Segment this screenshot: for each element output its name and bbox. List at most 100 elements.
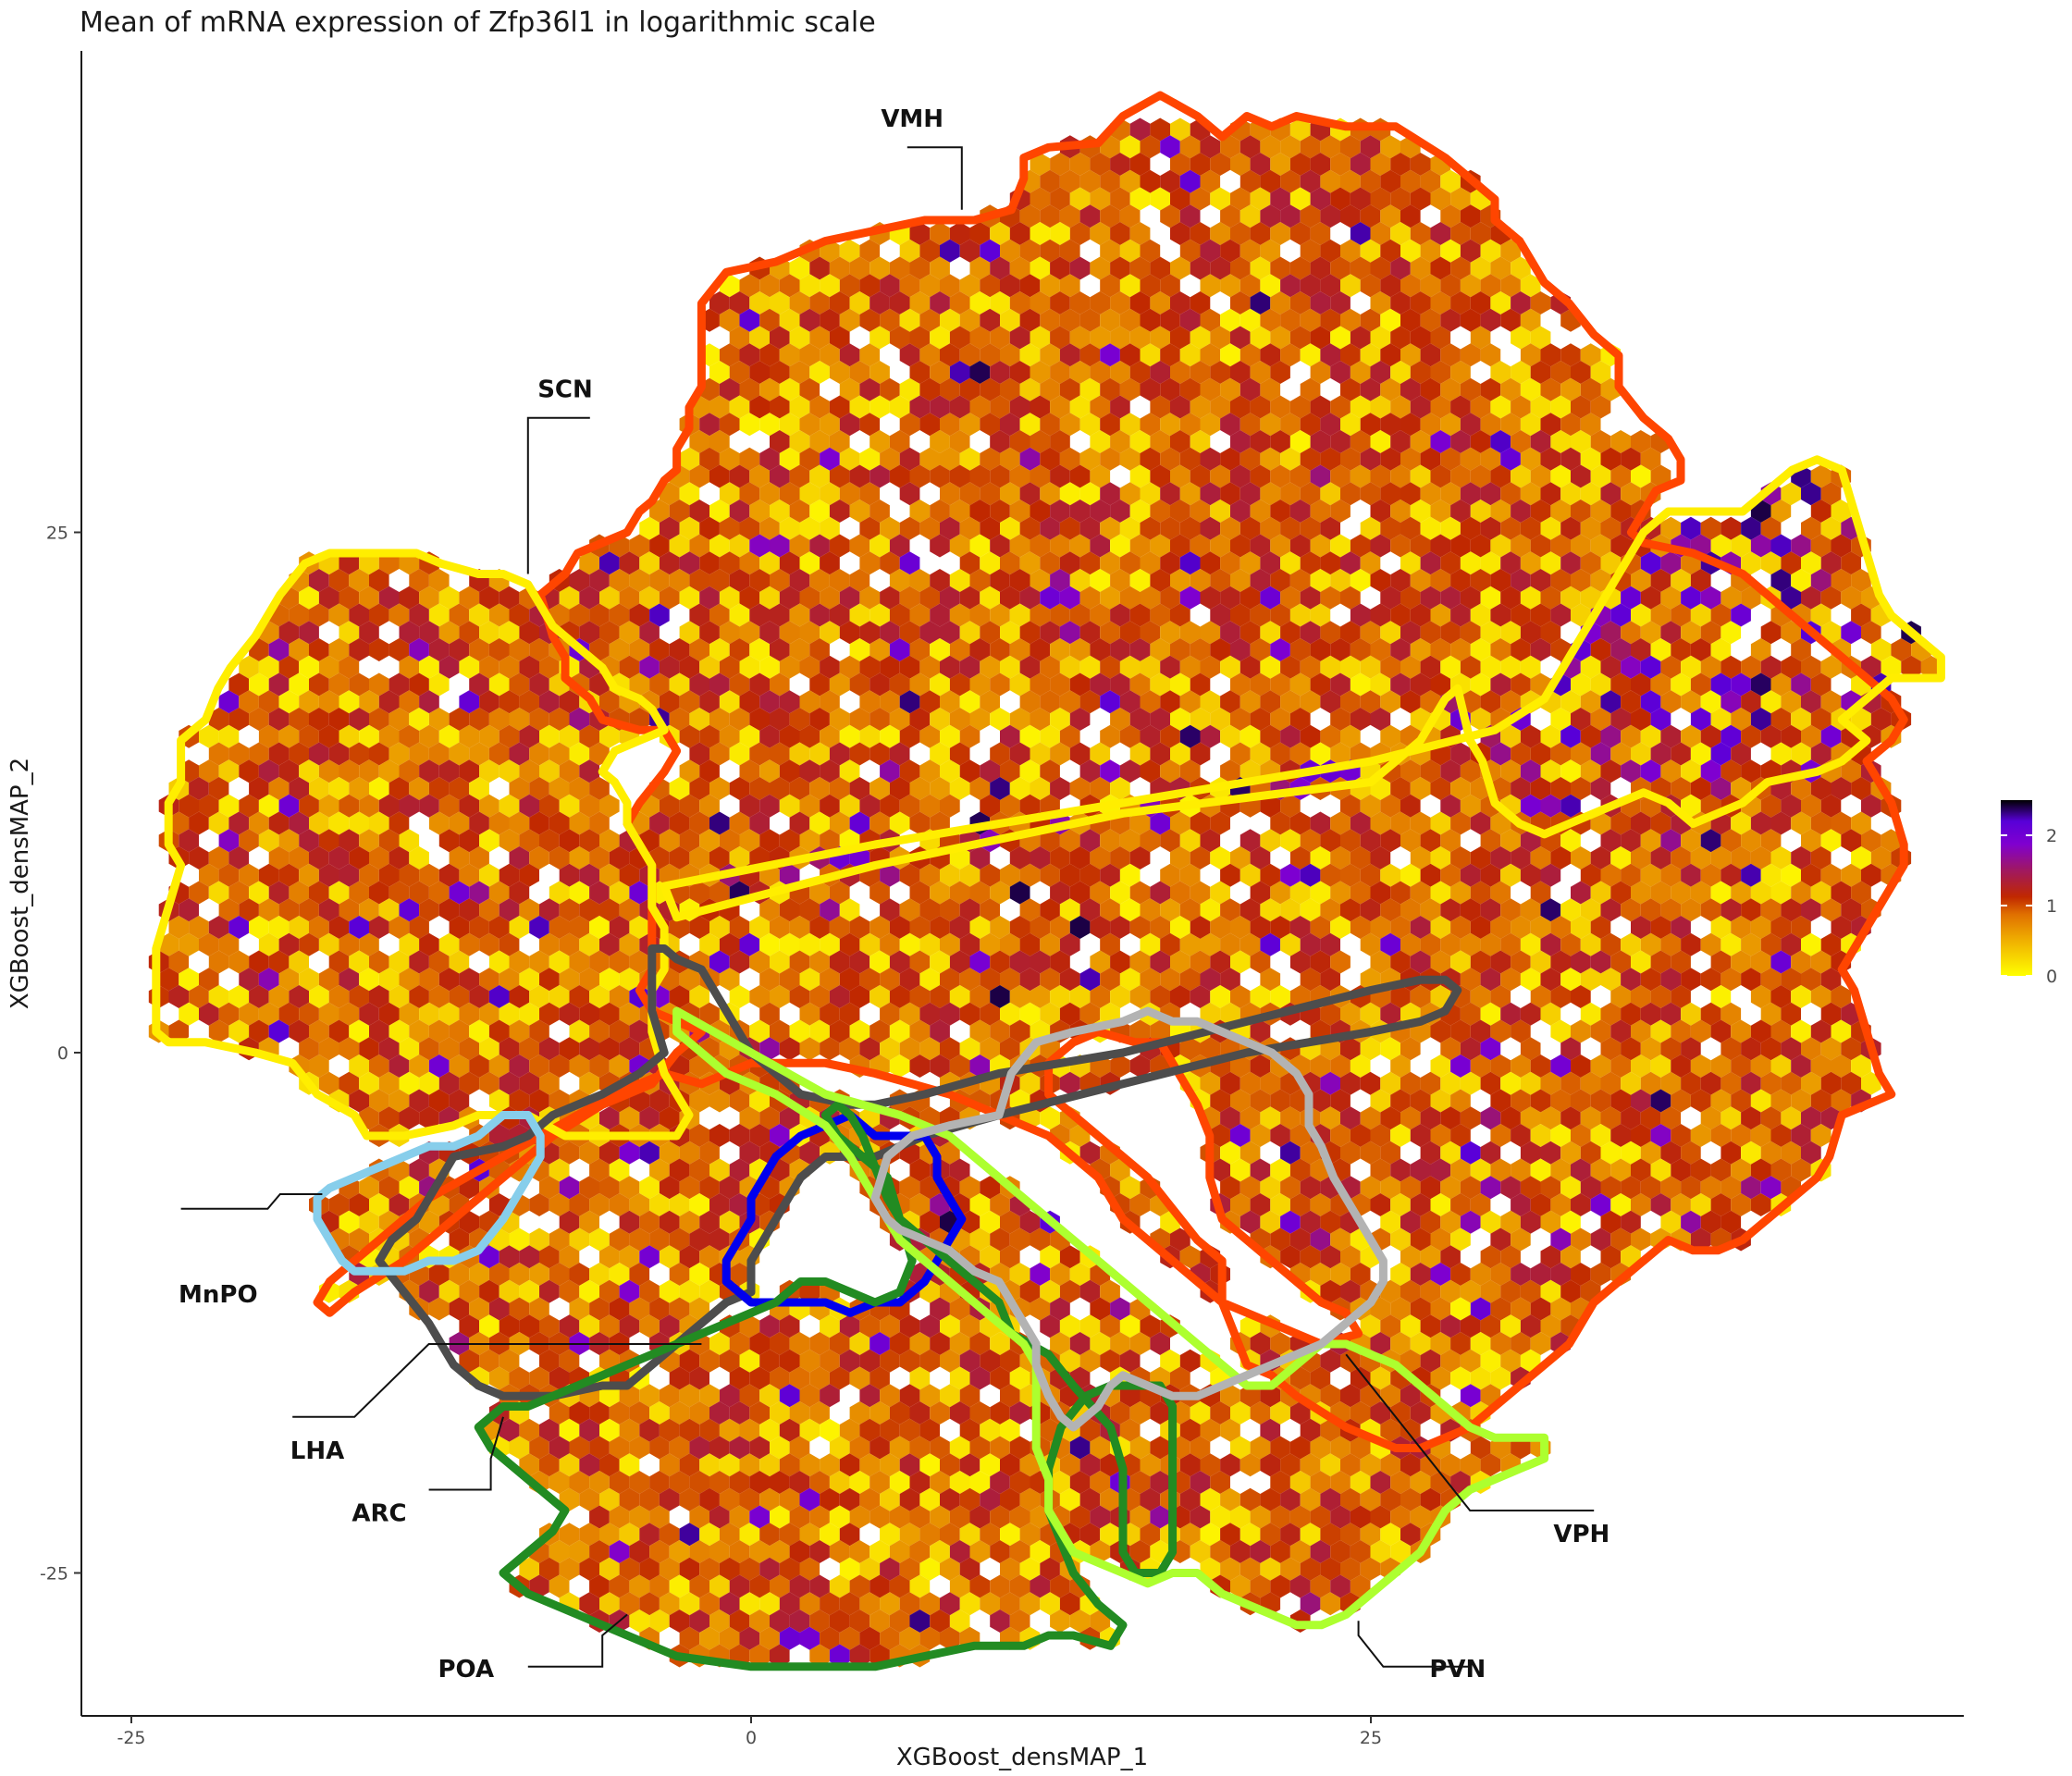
hex-bin [1450, 464, 1471, 488]
y-tick-label: 0 [57, 1043, 68, 1064]
hex-bin [1640, 586, 1661, 610]
hex-bin [1831, 500, 1852, 523]
hex-bin [1200, 239, 1221, 263]
hex-bin [899, 377, 920, 401]
hex-bin [328, 603, 350, 627]
hex-bin [659, 551, 680, 575]
hex-bin [1490, 638, 1511, 661]
hex-bin [1520, 586, 1541, 610]
hex-bin [1200, 516, 1221, 540]
hex-bin [1220, 482, 1240, 506]
hex-bin [1289, 117, 1311, 142]
hex-bin [1370, 430, 1391, 453]
hex-bin [1851, 603, 1871, 627]
hex-bin [1009, 430, 1030, 453]
hex-bin [1490, 569, 1511, 592]
hex-bin [1340, 482, 1361, 506]
hex-bin [339, 551, 360, 575]
hex-bin [449, 603, 470, 627]
hex-bin [1119, 413, 1141, 437]
hex-bin [1140, 447, 1161, 471]
hex-bin [959, 308, 980, 332]
hex-bin [1069, 291, 1091, 314]
hex-bin [739, 343, 760, 367]
hex-bin [609, 569, 630, 592]
hex-bin [1460, 377, 1481, 401]
hex-bin [1440, 482, 1461, 506]
hex-bin [1079, 169, 1101, 193]
hex-bin [339, 621, 360, 645]
hex-bin [1179, 239, 1201, 263]
hex-bin [1360, 239, 1381, 263]
hex-bin [1050, 534, 1070, 558]
hex-bin [1200, 169, 1221, 193]
hex-bin [1019, 482, 1041, 506]
hex-bin [1540, 621, 1561, 645]
hex-bin [749, 569, 770, 592]
hex-bin [1410, 361, 1431, 384]
hex-bin [1720, 586, 1742, 610]
hex-bin [990, 569, 1010, 592]
hex-bin [1390, 291, 1411, 314]
hex-bin [719, 621, 740, 645]
hex-bin [1330, 464, 1350, 488]
hex-bin [1340, 551, 1361, 575]
hex-bin [969, 603, 991, 627]
hex-bin [880, 655, 900, 679]
hex-bin [919, 308, 940, 332]
hex-bin [1280, 308, 1301, 332]
hex-bin [1050, 153, 1070, 176]
hex-bin [799, 516, 820, 540]
hex-bin [1160, 516, 1180, 540]
hex-bin [409, 569, 429, 592]
hex-bin [1050, 326, 1070, 350]
hex-bin [1240, 239, 1261, 263]
hex-bin [899, 586, 920, 610]
hex-bin [1791, 569, 1811, 592]
hex-bin [1090, 222, 1111, 245]
hex-bin [1500, 655, 1521, 679]
hex-bin [1100, 586, 1120, 610]
hex-bin [1050, 603, 1070, 627]
hex-bin [399, 586, 420, 610]
hex-bin [689, 672, 709, 697]
hex-bin [529, 672, 549, 697]
hex-bin [1050, 291, 1070, 314]
hex-bin [479, 586, 500, 610]
hex-bin [1450, 361, 1471, 384]
hex-bin [1801, 655, 1821, 679]
hex-bin [1190, 464, 1211, 488]
hex-bin [1079, 621, 1101, 645]
hex-bin [940, 586, 960, 610]
hex-bin [1590, 361, 1611, 384]
hex-bin [258, 655, 279, 679]
colorbar-tick-label: 1 [2046, 896, 2057, 917]
hex-bin [759, 482, 780, 506]
hex-bin [1440, 343, 1461, 367]
hex-bin [809, 500, 830, 523]
hex-bin [839, 447, 860, 471]
hex-bin [1310, 464, 1331, 488]
hex-bin [1150, 361, 1170, 384]
hex-bin [1460, 274, 1481, 298]
hex-bin [1280, 274, 1301, 298]
hex-bin [739, 308, 760, 332]
hex-bin [849, 464, 870, 488]
hex-bin [1140, 516, 1161, 540]
hex-bin [1170, 395, 1190, 419]
hex-bin [1350, 603, 1371, 627]
hex-bin [820, 447, 840, 471]
hex-bin [719, 377, 740, 401]
hex-bin [1270, 153, 1290, 176]
hex-bin [1250, 672, 1271, 697]
hex-bin [1300, 169, 1321, 193]
hex-bin [289, 672, 309, 697]
hex-bin [1901, 655, 1921, 679]
hex-bin [1160, 377, 1180, 401]
hex-bin [1540, 586, 1561, 610]
hex-bin [969, 464, 991, 488]
hex-bin [829, 603, 850, 627]
hex-bin [969, 256, 991, 280]
hex-bin [899, 447, 920, 471]
hex-bin [589, 569, 610, 592]
